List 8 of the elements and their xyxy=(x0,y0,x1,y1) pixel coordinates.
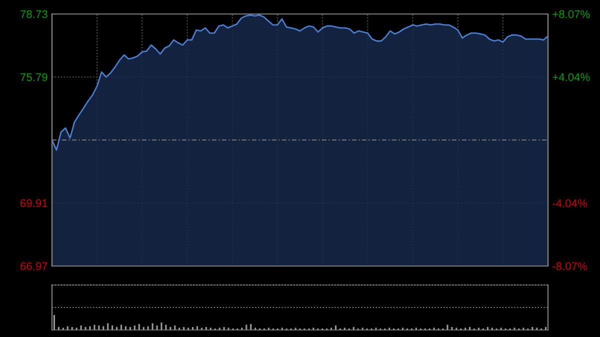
y-tick-label: 66.97 xyxy=(20,262,48,270)
y2-tick-label: +4.04% xyxy=(552,73,590,82)
y2-tick-label: -4.04% xyxy=(552,199,587,208)
y-tick-label: 78.73 xyxy=(20,10,48,18)
y2-tick-label: -8.07% xyxy=(552,262,587,270)
y2-tick-label: +8.07% xyxy=(552,10,590,18)
y-tick-label: 75.79 xyxy=(20,73,48,82)
y-tick-label: 69.91 xyxy=(20,199,48,208)
